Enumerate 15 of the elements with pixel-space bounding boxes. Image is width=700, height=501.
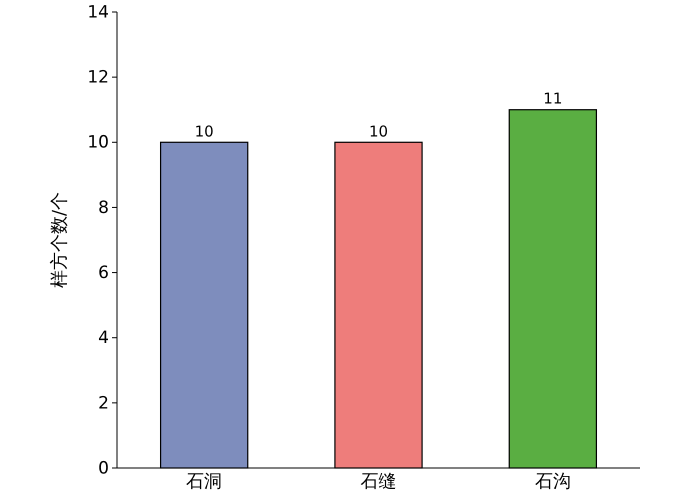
x-tick-label: 石沟 xyxy=(534,471,571,492)
data-label: 10 xyxy=(368,122,388,140)
y-axis-title: 样方个数/个 xyxy=(49,192,70,288)
x-tick-label: 石洞 xyxy=(186,471,222,492)
y-tick-label: 0 xyxy=(98,458,109,478)
y-tick-label: 10 xyxy=(87,132,109,153)
y-tick-label: 6 xyxy=(98,263,109,284)
data-label: 10 xyxy=(194,122,214,140)
x-tick-label: 石缝 xyxy=(360,471,396,492)
y-tick-label: 8 xyxy=(98,198,109,218)
y-tick-label: 14 xyxy=(87,2,109,22)
y-tick-label: 4 xyxy=(98,328,109,348)
data-label: 11 xyxy=(543,90,562,108)
y-tick-label: 12 xyxy=(87,68,109,88)
y-tick-label: 2 xyxy=(98,393,109,414)
